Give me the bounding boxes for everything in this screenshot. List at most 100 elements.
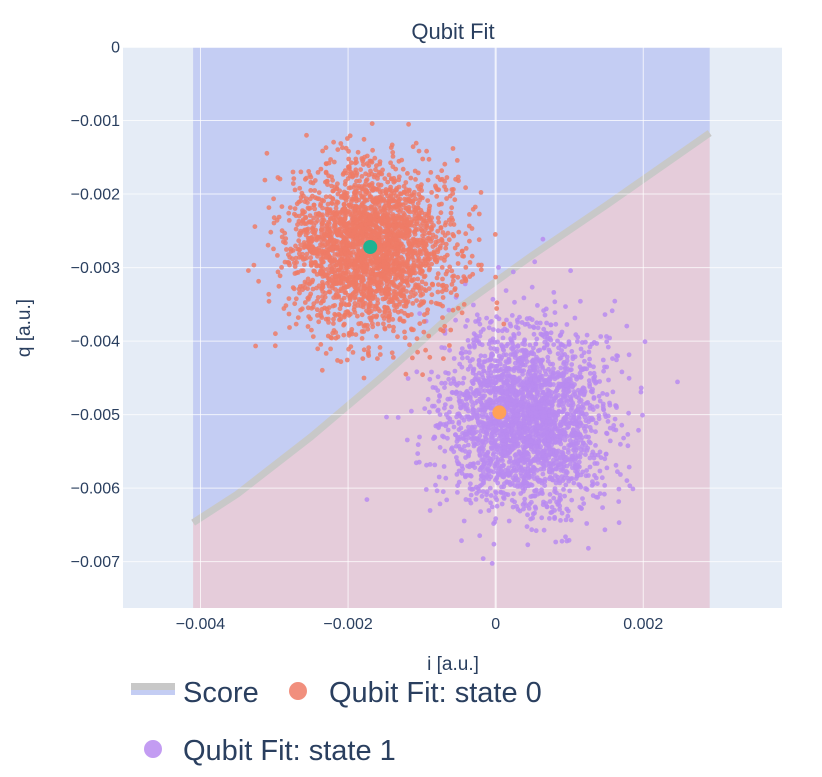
state1-point <box>553 466 559 472</box>
state1-point <box>547 516 552 521</box>
state0-point <box>370 296 376 301</box>
state1-point <box>503 418 509 423</box>
state0-point <box>358 297 364 303</box>
state1-point <box>451 376 456 382</box>
state1-point <box>564 354 570 360</box>
state0-point <box>422 273 428 279</box>
state1-point <box>467 395 473 401</box>
state1-point <box>570 400 575 405</box>
state1-point <box>471 340 476 346</box>
state0-point <box>252 224 258 230</box>
state0-point <box>354 254 360 259</box>
state0-point <box>455 242 460 248</box>
state1-point <box>612 298 618 304</box>
state1-point <box>505 470 511 476</box>
state1-point <box>531 465 537 471</box>
state1-point <box>504 343 509 349</box>
state1-point <box>580 496 585 501</box>
state1-point <box>469 436 474 442</box>
state0-point <box>376 238 382 244</box>
state1-point <box>548 322 554 328</box>
state0-point <box>434 194 440 199</box>
state0-point <box>440 276 445 282</box>
state1-point <box>586 545 591 551</box>
state1-point <box>524 376 530 381</box>
state0-point <box>402 329 407 335</box>
state0-point <box>444 252 450 258</box>
state1-point <box>481 421 486 426</box>
state0-point <box>338 230 344 235</box>
decision-regions <box>191 47 712 608</box>
state1-point <box>486 438 491 443</box>
state0-point <box>362 322 368 328</box>
state1-point <box>480 489 486 494</box>
state1-point <box>440 489 446 495</box>
state1-point <box>472 424 478 430</box>
state0-point <box>449 187 455 193</box>
state0-point <box>323 169 329 175</box>
state0-point <box>426 212 431 218</box>
state0-point <box>359 329 365 334</box>
state0-point <box>455 251 461 257</box>
state1-point <box>537 405 543 410</box>
state1-point <box>562 366 568 371</box>
state1-point <box>498 423 503 428</box>
state1-point <box>552 299 558 305</box>
state0-point <box>435 289 441 295</box>
state1-point <box>587 425 593 430</box>
state1-point <box>558 429 563 435</box>
state1-point <box>518 466 524 471</box>
state0-point <box>391 328 396 334</box>
state0-point <box>438 210 444 216</box>
state1-point <box>528 351 534 356</box>
state0-point <box>281 239 286 245</box>
state0-point <box>342 321 347 327</box>
state0-point <box>330 196 335 201</box>
state1-point <box>430 385 436 390</box>
state1-point <box>552 423 558 429</box>
state1-point <box>535 303 540 308</box>
state0-point <box>391 213 396 219</box>
state1-point <box>571 480 577 486</box>
state1-point <box>579 435 585 440</box>
state1-point <box>504 317 509 323</box>
state0-point <box>478 190 484 195</box>
state1-point <box>476 420 481 426</box>
state0-point <box>428 299 434 305</box>
state1-point <box>598 334 604 339</box>
state1-point <box>477 533 483 539</box>
state1-point <box>540 471 546 477</box>
state0-point <box>322 237 328 243</box>
state0-point <box>416 148 422 154</box>
state1-point <box>459 346 465 351</box>
state0-point <box>300 211 305 217</box>
state1-point <box>514 317 520 323</box>
state0-point <box>388 160 393 166</box>
state0-point <box>335 191 341 197</box>
state1-point <box>537 320 543 326</box>
state1-point <box>558 518 563 523</box>
state1-point <box>530 406 536 412</box>
state1-point <box>604 334 609 339</box>
state1-point <box>527 342 533 348</box>
state1-point <box>500 490 506 496</box>
state1-point <box>429 369 434 375</box>
state1-point <box>437 445 443 450</box>
state0-point <box>368 271 374 276</box>
state0-point <box>450 232 456 237</box>
state1-point <box>509 481 515 487</box>
state0-point <box>293 321 299 327</box>
state0-point <box>405 233 411 239</box>
state0-point <box>409 253 414 259</box>
state1-point <box>572 450 578 456</box>
state1-point <box>517 484 523 489</box>
state1-point <box>448 381 454 386</box>
state0-point <box>403 180 409 185</box>
state0-point <box>388 267 393 273</box>
state1-point <box>600 505 605 510</box>
state1-point <box>430 403 435 409</box>
state1-point <box>572 315 578 321</box>
state0-point <box>390 154 396 159</box>
state0-point <box>462 276 468 282</box>
state0-point <box>353 196 359 201</box>
